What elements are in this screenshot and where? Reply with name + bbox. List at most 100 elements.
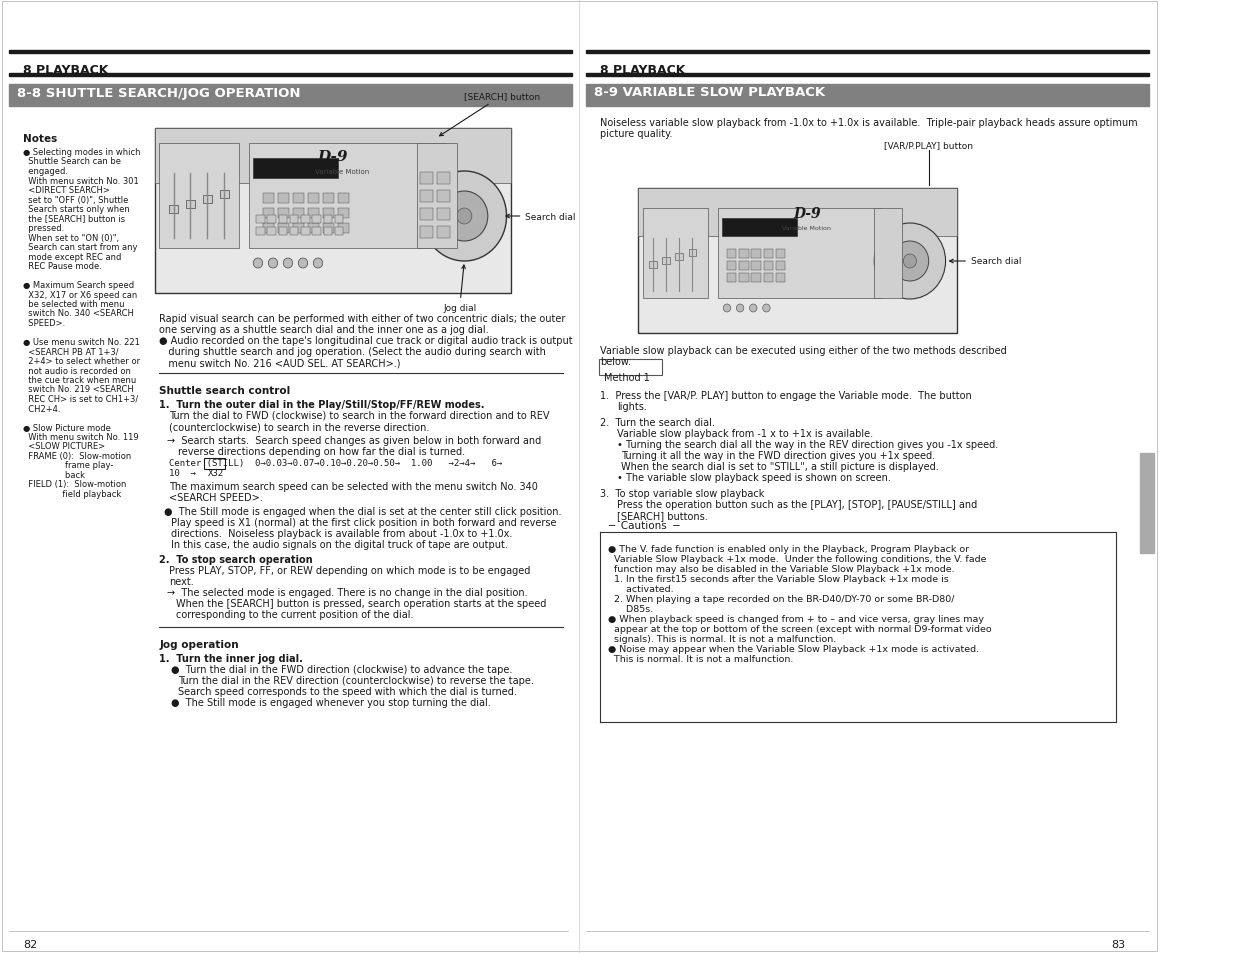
Text: REC CH> is set to CH1+3/: REC CH> is set to CH1+3/ (23, 395, 138, 403)
Bar (256, 215, 264, 224)
Bar (740, 250, 748, 258)
Bar (10, 85, 572, 107)
Bar (776, 262, 785, 271)
Text: 2.  To stop search operation: 2. To stop search operation (159, 555, 314, 564)
Text: Press PLAY, STOP, FF, or REW depending on which mode is to be engaged: Press PLAY, STOP, FF, or REW depending o… (169, 565, 530, 576)
Text: Turn the dial to FWD (clockwise) to search in the forward direction and to REV: Turn the dial to FWD (clockwise) to sear… (169, 411, 550, 420)
Bar (727, 274, 736, 283)
Circle shape (903, 254, 916, 269)
Circle shape (750, 305, 757, 313)
Text: the [SEARCH] button is: the [SEARCH] button is (23, 214, 126, 223)
Bar (763, 250, 773, 258)
Text: D-9: D-9 (793, 207, 820, 221)
Text: The maximum search speed can be selected with the menu switch No. 340: The maximum search speed can be selected… (169, 481, 537, 492)
Bar (278, 209, 289, 219)
Bar (335, 215, 343, 224)
Text: Turn the dial in the REV direction (counterclockwise) to reverse the tape.: Turn the dial in the REV direction (coun… (178, 676, 534, 685)
Bar (263, 209, 274, 219)
Bar (293, 193, 304, 204)
Text: below.: below. (600, 356, 631, 367)
Bar (638, 189, 957, 236)
Text: set to "OFF (0)", Shuttle: set to "OFF (0)", Shuttle (23, 195, 128, 204)
Bar (420, 227, 433, 239)
Text: Noiseless variable slow playback from -1.0x to +1.0x is available.  Triple-pair : Noiseless variable slow playback from -1… (600, 118, 1137, 128)
Bar (185, 201, 195, 209)
Text: [SEARCH] buttons.: [SEARCH] buttons. (618, 511, 708, 520)
Bar (290, 228, 299, 235)
Bar (324, 228, 332, 235)
Bar (308, 224, 319, 233)
Bar (751, 250, 761, 258)
Text: 2.  Turn the search dial.: 2. Turn the search dial. (600, 417, 715, 428)
Text: Variable Motion: Variable Motion (782, 226, 831, 232)
Text: 1.  Press the [VAR/P. PLAY] button to engage the Variable mode.  The button: 1. Press the [VAR/P. PLAY] button to eng… (600, 391, 972, 400)
Bar (205, 458, 225, 470)
Text: <SEARCH SPEED>.: <SEARCH SPEED>. (169, 493, 263, 502)
Text: Variable slow playback from -1 x to +1x is available.: Variable slow playback from -1 x to +1x … (618, 429, 873, 438)
Bar (740, 262, 748, 271)
Text: Search starts only when: Search starts only when (23, 205, 130, 213)
Text: ● Audio recorded on the tape's longitudinal cue track or digital audio track is : ● Audio recorded on the tape's longitudi… (159, 335, 573, 346)
Text: reverse directions depending on how far the dial is turned.: reverse directions depending on how far … (178, 447, 466, 456)
Text: next.: next. (169, 577, 194, 586)
Bar (301, 228, 310, 235)
Bar (312, 228, 321, 235)
Text: With menu switch No. 119: With menu switch No. 119 (23, 433, 140, 441)
Bar (308, 209, 319, 219)
Text: [SEARCH] button: [SEARCH] button (440, 91, 540, 136)
Text: Shuttle search control: Shuttle search control (159, 386, 290, 395)
Text: mode except REC and: mode except REC and (23, 253, 122, 261)
Bar (662, 257, 669, 265)
Text: pressed.: pressed. (23, 224, 64, 233)
Bar (437, 172, 451, 185)
Text: Method 1: Method 1 (604, 373, 650, 382)
Bar (267, 228, 275, 235)
Text: 3.  To stop variable slow playback: 3. To stop variable slow playback (600, 489, 764, 498)
Text: switch No. 340 <SEARCH: switch No. 340 <SEARCH (23, 309, 135, 318)
Text: X32, X17 or X6 speed can: X32, X17 or X6 speed can (23, 291, 137, 299)
Text: 1. In the first15 seconds after the Variable Slow Playback +1x mode is: 1. In the first15 seconds after the Vari… (608, 575, 948, 583)
Text: <SLOW PICTURE>: <SLOW PICTURE> (23, 442, 105, 451)
Text: When the [SEARCH] button is pressed, search operation starts at the speed: When the [SEARCH] button is pressed, sea… (177, 598, 547, 608)
Text: 8 PLAYBACK: 8 PLAYBACK (600, 64, 685, 77)
Text: →  The selected mode is engaged. There is no change in the dial position.: → The selected mode is engaged. There is… (167, 587, 527, 598)
Bar (727, 250, 736, 258)
Text: Search dial: Search dial (950, 257, 1021, 266)
Bar (874, 209, 903, 298)
Bar (420, 172, 433, 185)
Bar (337, 224, 350, 233)
Circle shape (299, 258, 308, 269)
Bar (308, 193, 319, 204)
Circle shape (283, 258, 293, 269)
Bar (263, 224, 274, 233)
Circle shape (441, 192, 488, 242)
Text: Search dial: Search dial (506, 213, 576, 221)
Circle shape (253, 258, 263, 269)
Text: Variable Slow Playback +1x mode.  Under the following conditions, the V. fade: Variable Slow Playback +1x mode. Under t… (608, 555, 987, 563)
Text: ●  The Still mode is engaged when the dial is set at the center still click posi: ● The Still mode is engaged when the dia… (164, 506, 562, 517)
Text: 1.  Turn the outer dial in the Play/Still/Stop/FF/REW modes.: 1. Turn the outer dial in the Play/Still… (159, 399, 485, 410)
Bar (740, 274, 748, 283)
Bar (159, 144, 240, 249)
Bar (322, 209, 333, 219)
Text: corresponding to the current position of the dial.: corresponding to the current position of… (177, 609, 414, 619)
Text: switch No. 219 <SEARCH: switch No. 219 <SEARCH (23, 385, 135, 395)
Bar (337, 193, 350, 204)
Bar (763, 274, 773, 283)
Text: When set to "ON (0)",: When set to "ON (0)", (23, 233, 120, 242)
Bar (267, 215, 275, 224)
Text: 82: 82 (23, 939, 38, 949)
Bar (279, 228, 287, 235)
Bar (420, 209, 433, 221)
Text: REC Pause mode.: REC Pause mode. (23, 262, 103, 271)
Bar (751, 262, 761, 271)
Text: ● Selecting modes in which: ● Selecting modes in which (23, 148, 141, 157)
Circle shape (892, 242, 929, 282)
Text: function may also be disabled in the Variable Slow Playback +1x mode.: function may also be disabled in the Var… (608, 564, 955, 574)
Text: ● Slow Picture mode: ● Slow Picture mode (23, 423, 111, 432)
Bar (727, 262, 736, 271)
Bar (587, 51, 1149, 54)
Bar (10, 74, 572, 77)
Text: during shuttle search and jog operation. (Select the audio during search with: during shuttle search and jog operation.… (159, 347, 546, 356)
Text: <DIRECT SEARCH>: <DIRECT SEARCH> (23, 186, 110, 194)
